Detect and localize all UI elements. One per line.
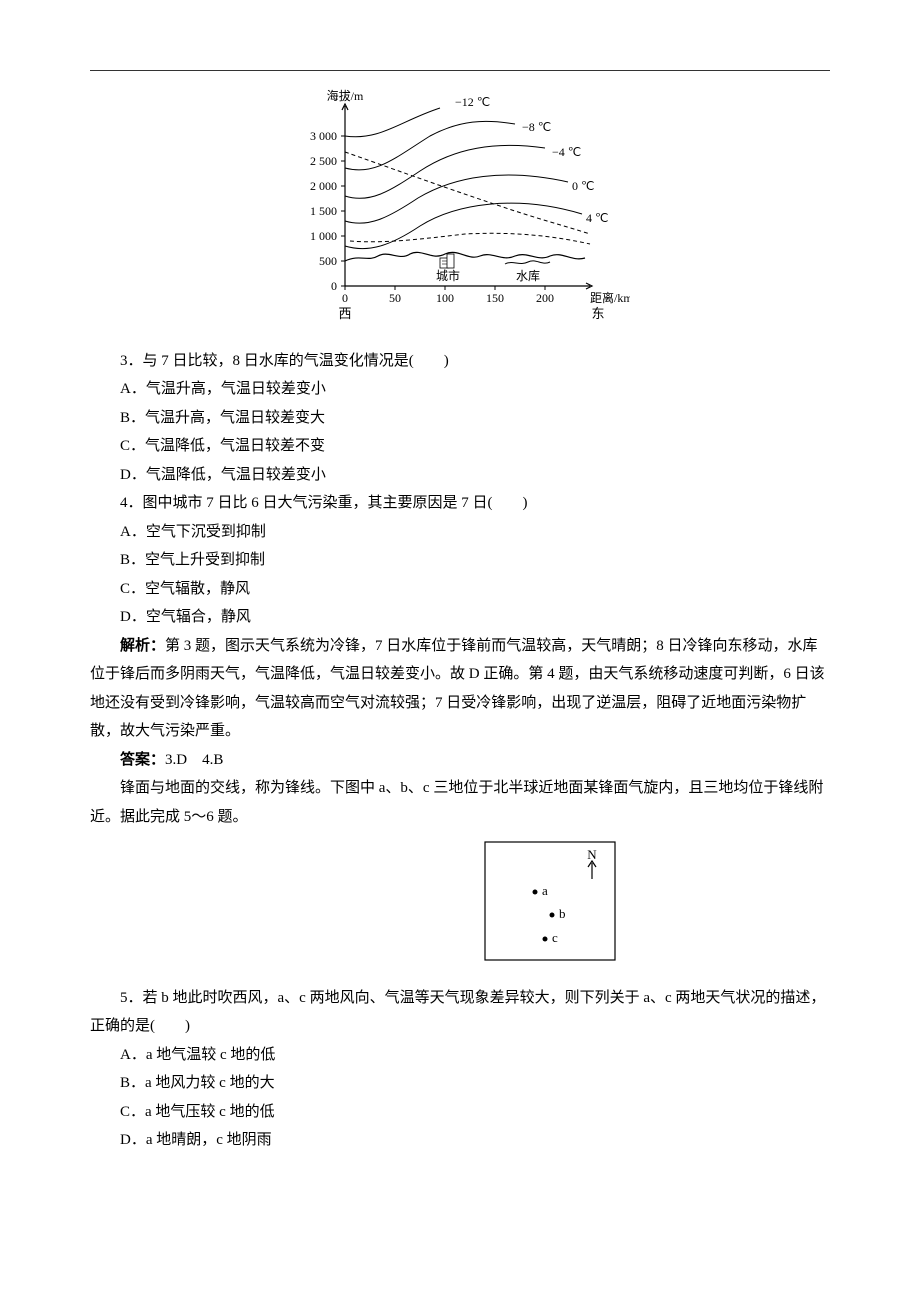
ytick-3000: 3 000 <box>310 129 337 143</box>
xtick-200: 200 <box>536 291 554 305</box>
cyclone-points-diagram: N a b c <box>480 837 620 978</box>
ytick-2000: 2 000 <box>310 179 337 193</box>
east-label: 东 <box>591 306 604 321</box>
temperature-profile-chart: 0 500 1 000 1 500 2 000 2 500 3 000 0 50… <box>290 86 630 337</box>
contour-0: 0 ℃ <box>572 179 594 193</box>
xtick-0: 0 <box>342 291 348 305</box>
q5-stem: 5．若 b 地此时吹西风，a、c 两地风向、气温等天气现象差异较大，则下列关于 … <box>90 984 830 1041</box>
xtick-150: 150 <box>486 291 504 305</box>
q5-option-d: D．a 地晴朗，c 地阴雨 <box>90 1126 830 1155</box>
q4-option-a: A．空气下沉受到抑制 <box>90 518 830 547</box>
chart1-svg: 0 500 1 000 1 500 2 000 2 500 3 000 0 50… <box>290 86 630 326</box>
ytick-1500: 1 500 <box>310 204 337 218</box>
city-icon <box>440 254 454 268</box>
x-axis-label: 距离/km <box>590 290 630 305</box>
q4-option-d: D．空气辐合，静风 <box>90 603 830 632</box>
explanation-paragraph: 解析：第 3 题，图示天气系统为冷锋，7 日水库位于锋前而气温较高，天气晴朗；8… <box>90 632 830 746</box>
page: 0 500 1 000 1 500 2 000 2 500 3 000 0 50… <box>0 0 920 1302</box>
answer-paragraph: 答案：3.D 4.B <box>90 746 830 775</box>
north-label: N <box>587 847 597 862</box>
q4-option-b: B．空气上升受到抑制 <box>90 546 830 575</box>
q3-stem: 3．与 7 日比较，8 日水库的气温变化情况是( ) <box>90 347 830 376</box>
point-c-label: c <box>552 930 558 945</box>
ytick-1000: 1 000 <box>310 229 337 243</box>
xtick-50: 50 <box>389 291 401 305</box>
q5-option-a: A．a 地气温较 c 地的低 <box>90 1041 830 1070</box>
q4-stem: 4．图中城市 7 日比 6 日大气污染重，其主要原因是 7 日( ) <box>90 489 830 518</box>
reservoir-label: 水库 <box>516 268 540 283</box>
answer-label: 答案： <box>120 751 165 768</box>
west-label: 西 <box>338 306 351 321</box>
intro-5-6: 锋面与地面的交线，称为锋线。下图中 a、b、c 三地位于北半球近地面某锋面气旋内… <box>90 774 830 831</box>
contour-n8: −8 ℃ <box>522 120 551 134</box>
answer-text: 3.D 4.B <box>165 752 223 768</box>
diagram2-svg: N a b c <box>480 837 620 967</box>
q3-option-a: A．气温升高，气温日较差变小 <box>90 375 830 404</box>
xtick-100: 100 <box>436 291 454 305</box>
ytick-0: 0 <box>331 279 337 293</box>
contour-4: 4 ℃ <box>586 211 608 225</box>
ytick-500: 500 <box>319 254 337 268</box>
q5-option-b: B．a 地风力较 c 地的大 <box>90 1069 830 1098</box>
city-label: 城市 <box>436 268 460 283</box>
y-axis-label: 海拔/m <box>327 88 364 103</box>
q4-option-c: C．空气辐散，静风 <box>90 575 830 604</box>
explain-text: 第 3 题，图示天气系统为冷锋，7 日水库位于锋前而气温较高，天气晴朗；8 日冷… <box>90 638 825 740</box>
explain-label: 解析： <box>120 637 165 654</box>
point-b-label: b <box>559 906 566 921</box>
q5-option-c: C．a 地气压较 c 地的低 <box>90 1098 830 1127</box>
point-a-label: a <box>542 883 548 898</box>
contour-n12: −12 ℃ <box>455 95 490 109</box>
q3-option-c: C．气温降低，气温日较差不变 <box>90 432 830 461</box>
ytick-2500: 2 500 <box>310 154 337 168</box>
top-rule <box>90 70 830 71</box>
q3-option-b: B．气温升高，气温日较差变大 <box>90 404 830 433</box>
contour-n4: −4 ℃ <box>552 145 581 159</box>
q3-option-d: D．气温降低，气温日较差变小 <box>90 461 830 490</box>
